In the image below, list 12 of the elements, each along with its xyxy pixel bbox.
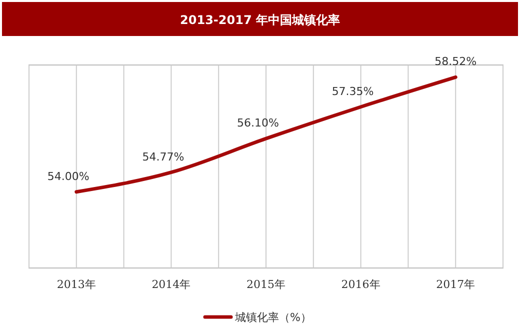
data-label: 54.77% [142,150,184,164]
x-tick-label: 2013年 [56,278,96,291]
data-label: 56.10% [237,116,279,130]
data-label: 57.35% [332,84,374,98]
x-tick-label: 2014年 [152,278,191,291]
chart-title: 2013-2017 年中国城镇化率 [180,13,340,27]
x-tick-label: 2017年 [436,278,476,291]
legend-label: 城镇化率（%） [234,311,312,324]
x-tick-label: 2015年 [246,278,286,291]
data-label: 58.52% [434,55,477,68]
x-tick-label: 2016年 [341,278,380,291]
data-label: 54.00% [47,170,90,183]
